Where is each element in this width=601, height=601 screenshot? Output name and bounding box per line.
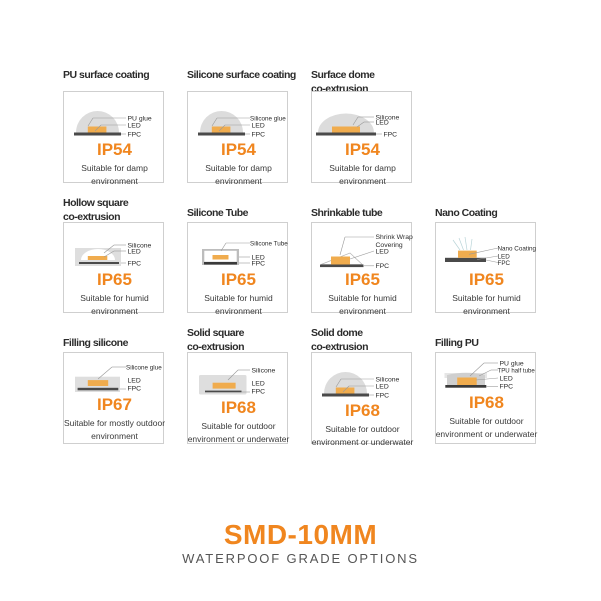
- svg-text:Silicone: Silicone: [376, 376, 400, 383]
- svg-text:Silicone glue: Silicone glue: [126, 364, 162, 371]
- svg-text:FPC: FPC: [252, 132, 266, 139]
- svg-text:LED: LED: [500, 375, 513, 382]
- svg-text:FPC: FPC: [252, 260, 266, 267]
- svg-text:LED: LED: [252, 123, 265, 130]
- svg-text:FPC: FPC: [128, 132, 142, 139]
- svg-text:LED: LED: [128, 123, 141, 130]
- svg-text:PU glue: PU glue: [500, 360, 524, 367]
- svg-text:LED: LED: [376, 120, 389, 127]
- svg-text:FPC: FPC: [128, 260, 142, 267]
- svg-text:LED: LED: [376, 383, 389, 390]
- svg-text:LED: LED: [128, 377, 141, 384]
- svg-text:Silicone: Silicone: [252, 367, 276, 374]
- svg-text:FPC: FPC: [376, 263, 390, 270]
- svg-text:Shrink Wrap: Shrink Wrap: [376, 234, 413, 241]
- svg-text:FPC: FPC: [376, 392, 390, 399]
- svg-text:FPC: FPC: [500, 383, 514, 390]
- svg-text:LED: LED: [252, 380, 265, 387]
- svg-text:LED: LED: [128, 248, 141, 255]
- svg-text:FPC: FPC: [128, 385, 142, 392]
- svg-text:Nano Coating: Nano Coating: [498, 245, 537, 252]
- svg-text:FPC: FPC: [498, 260, 511, 267]
- svg-text:Silicone Tube: Silicone Tube: [250, 240, 288, 247]
- svg-text:PU glue: PU glue: [128, 116, 152, 123]
- svg-text:FPC: FPC: [252, 388, 266, 395]
- svg-text:TPU half tube: TPU half tube: [498, 367, 536, 374]
- svg-text:LED: LED: [376, 248, 389, 255]
- svg-text:FPC: FPC: [384, 132, 398, 139]
- svg-text:Silicone glue: Silicone glue: [250, 116, 286, 123]
